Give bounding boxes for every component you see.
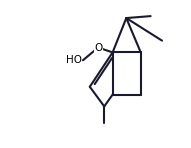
- Text: HO: HO: [66, 55, 82, 65]
- Text: O: O: [94, 42, 102, 53]
